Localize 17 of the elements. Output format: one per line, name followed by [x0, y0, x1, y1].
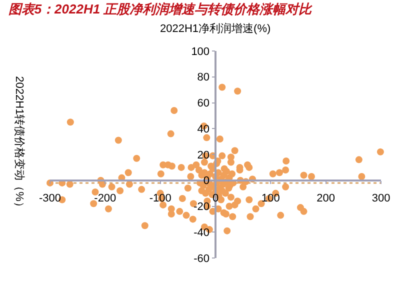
- x-axis-title: 2022H1净利润增速(%): [160, 22, 271, 35]
- y-tick-label: -20: [194, 201, 210, 214]
- x-tick-label: -300: [38, 192, 62, 204]
- x-tick-label: -200: [94, 192, 116, 204]
- y-tick-label: 60: [197, 98, 210, 110]
- y-tick-label: 0: [203, 175, 210, 188]
- x-tick-label: 300: [372, 192, 390, 204]
- y-tick-label: 80: [197, 72, 210, 84]
- y-tick-label: 40: [197, 123, 210, 136]
- y-tick-label: -40: [194, 226, 210, 239]
- chart-title: 图表5：2022H1 正股净利润增速与转债价格涨幅对比: [8, 2, 313, 17]
- x-tick-label: 200: [316, 192, 336, 204]
- y-axis-title: 2022H1转债价格变动（%）: [13, 76, 26, 212]
- x-tick-label: 0: [212, 192, 219, 204]
- y-tick-label: 100: [191, 46, 210, 58]
- y-tick-label: 20: [197, 149, 210, 162]
- y-tick-label: -60: [194, 252, 210, 265]
